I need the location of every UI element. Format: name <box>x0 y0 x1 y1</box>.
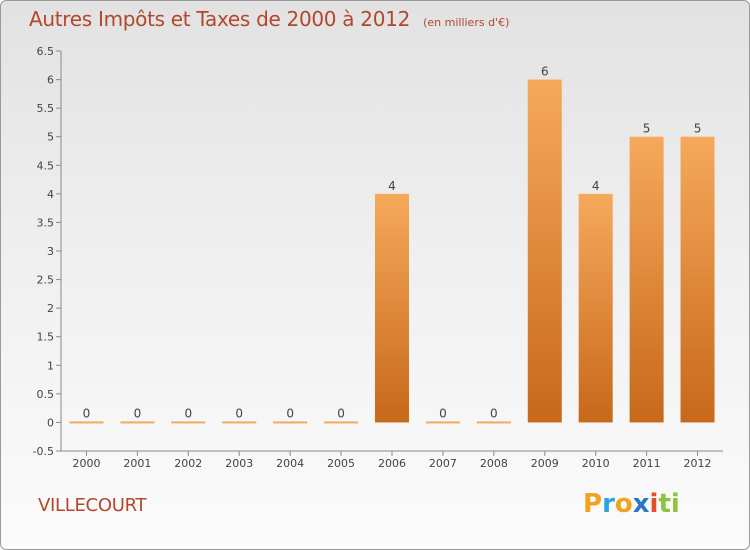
x-tick-label: 2011 <box>633 457 661 470</box>
data-label: 0 <box>184 406 192 420</box>
logo-letter: i <box>670 489 680 519</box>
proxiti-logo: Proxiti <box>583 489 680 519</box>
x-tick-label: 2002 <box>174 457 202 470</box>
bar <box>425 421 460 424</box>
data-label: 0 <box>286 406 294 420</box>
data-label: 0 <box>490 406 498 420</box>
labels: 0 0 0 0 0 0 4 0 0 6 4 5 5 <box>83 65 702 421</box>
data-label: 0 <box>439 406 447 420</box>
data-label: 5 <box>643 122 651 136</box>
logo-letter: r <box>602 489 615 519</box>
logo-letter: x <box>632 489 650 519</box>
bar <box>527 79 562 423</box>
x-tick-label: 2001 <box>123 457 151 470</box>
x-tick-label: 2004 <box>276 457 304 470</box>
y-tick-label: 4.5 <box>37 159 55 172</box>
data-label: 0 <box>134 406 142 420</box>
bar <box>273 421 308 424</box>
bar <box>375 193 409 423</box>
x-tick-label: 2005 <box>327 457 355 470</box>
data-label: 5 <box>694 122 702 136</box>
chart-subtitle: (en milliers d'€) <box>423 16 510 29</box>
logo-letter: o <box>614 489 633 519</box>
logo-letter: P <box>583 489 603 519</box>
bar <box>578 193 613 423</box>
y-tick-label: 1.5 <box>37 331 55 344</box>
y-tick-label: 2 <box>47 302 54 315</box>
data-label: 4 <box>388 179 396 193</box>
x-tick-label: 2007 <box>429 457 457 470</box>
y-tick-label: 0 <box>47 416 54 429</box>
y-tick-label: 1 <box>47 359 54 372</box>
axes: -0.5 0 0.5 1 1.5 2 2.5 3 3.5 4 4.5 5 5.5 6 6.5 2000 2001… <box>33 45 723 470</box>
logo-letter: i <box>649 489 659 519</box>
y-tick-label: 4 <box>47 188 54 201</box>
bar <box>120 421 155 424</box>
x-tick-label: 2006 <box>378 457 406 470</box>
chart-title: Autres Impôts et Taxes de 2000 à 2012 <box>29 7 410 31</box>
x-tick-label: 2012 <box>684 457 712 470</box>
logo-letter: t <box>658 489 671 519</box>
y-tick-label: 6 <box>47 74 54 87</box>
y-tick-label: 0.5 <box>37 388 55 401</box>
bar <box>69 421 104 424</box>
data-label: 6 <box>541 65 549 79</box>
x-tick-label: 2010 <box>582 457 610 470</box>
bars <box>69 79 715 424</box>
y-tick-label: 6.5 <box>37 45 55 58</box>
data-label: 0 <box>337 406 345 420</box>
bar <box>171 421 206 424</box>
bar <box>680 136 715 423</box>
bar <box>222 421 257 424</box>
commune-name: VILLECOURT <box>38 495 147 516</box>
y-tick-label: 3 <box>47 245 54 258</box>
x-tick-label: 2000 <box>72 457 100 470</box>
y-tick-label: 5 <box>47 131 54 144</box>
y-tick-label: 5.5 <box>37 102 55 115</box>
data-label: 0 <box>235 406 243 420</box>
title-block: Autres Impôts et Taxes de 2000 à 2012 (e… <box>29 7 509 31</box>
y-tick-label: 3.5 <box>37 216 55 229</box>
x-tick-label: 2008 <box>480 457 508 470</box>
bar <box>324 421 359 424</box>
bar <box>629 136 664 423</box>
bar <box>476 421 511 424</box>
data-label: 4 <box>592 179 600 193</box>
x-tick-label: 2009 <box>531 457 559 470</box>
data-label: 0 <box>83 406 91 420</box>
y-tick-label: -0.5 <box>33 445 54 458</box>
x-tick-label: 2003 <box>225 457 253 470</box>
y-tick-label: 2.5 <box>37 274 55 287</box>
